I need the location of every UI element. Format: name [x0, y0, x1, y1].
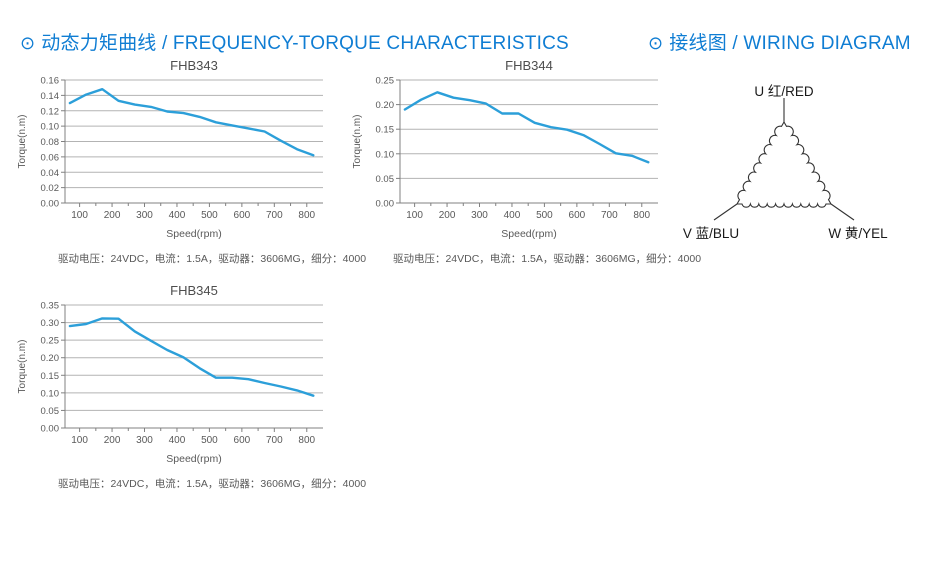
svg-text:Torque(n.m): Torque(n.m)	[17, 115, 28, 169]
svg-text:0.20: 0.20	[376, 100, 395, 111]
chart-fhb343: 0.00 0.02 0.04 0.06 0.08 0.10 0.12 0.14 0.16 100 2…	[15, 58, 366, 266]
svg-text:0.16: 0.16	[41, 76, 60, 87]
svg-text:100: 100	[406, 210, 423, 221]
svg-text:FHB344: FHB344	[505, 58, 553, 73]
delta-winding-canvas	[713, 98, 855, 221]
svg-text:0.25: 0.25	[41, 336, 60, 347]
svg-text:800: 800	[633, 210, 650, 221]
section-title-frequency-torque: ⊙ 动态力矩曲线 / FREQUENCY-TORQUE CHARACTERISTI…	[20, 28, 569, 55]
svg-text:400: 400	[504, 210, 521, 221]
svg-text:300: 300	[136, 210, 153, 221]
chart-canvas-fhb344: 0.00 0.05 0.10 0.15 0.20 0.25 100 200 300 400 500 6…	[352, 58, 658, 240]
terminal-label-u: U 红/RED	[754, 84, 814, 99]
svg-text:0.10: 0.10	[41, 122, 60, 133]
svg-text:600: 600	[569, 210, 586, 221]
svg-text:0.14: 0.14	[41, 91, 60, 102]
svg-text:200: 200	[439, 210, 456, 221]
svg-text:300: 300	[471, 210, 488, 221]
svg-text:400: 400	[169, 435, 186, 446]
svg-text:Torque(n.m): Torque(n.m)	[17, 340, 28, 394]
svg-text:700: 700	[601, 210, 618, 221]
svg-text:500: 500	[201, 435, 218, 446]
svg-text:200: 200	[104, 435, 121, 446]
svg-text:0.30: 0.30	[41, 318, 60, 329]
section-title-text: 接线图 / WIRING DIAGRAM	[669, 33, 911, 54]
svg-text:100: 100	[71, 435, 88, 446]
svg-text:800: 800	[298, 210, 315, 221]
section-title-wiring: ⊙ 接线图 / WIRING DIAGRAM	[648, 28, 911, 55]
svg-text:0.05: 0.05	[376, 174, 395, 185]
svg-text:800: 800	[298, 435, 315, 446]
terminal-label-v: V 蓝/BLU	[682, 226, 740, 241]
svg-text:0.20: 0.20	[41, 353, 60, 364]
svg-text:0.00: 0.00	[41, 424, 60, 435]
chart-caption: 驱动电压：24VDC，电流：1.5A，驱动器：3606MG，细分：4000	[392, 253, 702, 265]
svg-text:0.06: 0.06	[41, 152, 60, 163]
svg-text:FHB345: FHB345	[170, 283, 218, 298]
bullet-icon: ⊙	[648, 33, 664, 53]
svg-text:Speed(rpm): Speed(rpm)	[501, 228, 556, 240]
svg-text:FHB343: FHB343	[170, 58, 218, 73]
svg-text:500: 500	[536, 210, 553, 221]
svg-text:0.02: 0.02	[41, 183, 60, 194]
svg-text:600: 600	[234, 435, 251, 446]
svg-text:300: 300	[136, 435, 153, 446]
svg-text:0.04: 0.04	[41, 168, 60, 179]
svg-text:0.10: 0.10	[41, 388, 60, 399]
svg-text:0.08: 0.08	[41, 137, 60, 148]
svg-text:0.15: 0.15	[41, 371, 60, 382]
svg-text:Speed(rpm): Speed(rpm)	[166, 228, 221, 240]
svg-text:0.15: 0.15	[376, 125, 395, 136]
svg-text:0.00: 0.00	[376, 199, 395, 210]
chart-canvas-fhb343: 0.00 0.02 0.04 0.06 0.08 0.10 0.12 0.14 0.16 100 2…	[17, 58, 323, 240]
chart-caption: 驱动电压：24VDC，电流：1.5A，驱动器：3606MG，细分：4000	[57, 478, 367, 490]
svg-text:600: 600	[234, 210, 251, 221]
svg-text:Torque(n.m): Torque(n.m)	[352, 115, 363, 169]
svg-text:700: 700	[266, 435, 283, 446]
chart-canvas-fhb345: 0.00 0.05 0.10 0.15 0.20 0.25 0.30 0.35 100 200 30…	[17, 283, 323, 465]
svg-text:200: 200	[104, 210, 121, 221]
svg-text:0.05: 0.05	[41, 406, 60, 417]
svg-text:500: 500	[201, 210, 218, 221]
svg-text:400: 400	[169, 210, 186, 221]
svg-text:0.12: 0.12	[41, 106, 60, 117]
section-title-text: 动态力矩曲线 / FREQUENCY-TORQUE CHARACTERISTIC…	[41, 33, 569, 54]
chart-fhb344: 0.00 0.05 0.10 0.15 0.20 0.25 100 200 300 400 500 6…	[350, 58, 701, 266]
wiring-diagram: U 红/RED V 蓝/BLU W 黄/YEL	[670, 78, 946, 248]
chart-caption: 驱动电压：24VDC，电流：1.5A，驱动器：3606MG，细分：4000	[57, 253, 367, 265]
svg-text:0.25: 0.25	[376, 76, 395, 87]
svg-text:0.35: 0.35	[41, 301, 60, 312]
svg-text:Speed(rpm): Speed(rpm)	[166, 453, 221, 465]
svg-text:100: 100	[71, 210, 88, 221]
svg-text:700: 700	[266, 210, 283, 221]
terminal-label-w: W 黄/YEL	[828, 226, 888, 241]
svg-text:0.00: 0.00	[41, 199, 60, 210]
svg-text:0.10: 0.10	[376, 149, 395, 160]
bullet-icon: ⊙	[20, 33, 36, 53]
chart-fhb345: 0.00 0.05 0.10 0.15 0.20 0.25 0.30 0.35 100 200 30…	[15, 283, 366, 491]
